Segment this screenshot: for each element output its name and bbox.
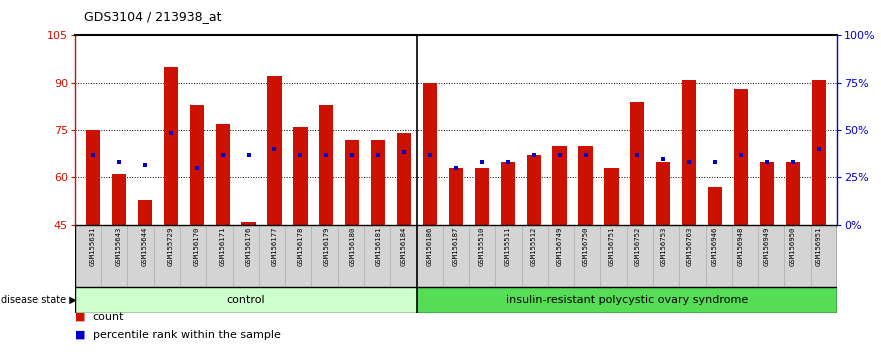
Text: GSM156946: GSM156946	[712, 227, 718, 266]
Text: GSM156752: GSM156752	[634, 227, 640, 266]
Text: GSM156176: GSM156176	[246, 227, 252, 266]
Bar	[552, 146, 566, 225]
Text: GSM156179: GSM156179	[323, 227, 329, 266]
Bar	[112, 174, 126, 225]
Text: GSM155512: GSM155512	[530, 227, 537, 266]
Bar	[216, 124, 230, 225]
Text: GSM156951: GSM156951	[816, 227, 822, 266]
Text: GDS3104 / 213938_at: GDS3104 / 213938_at	[84, 10, 221, 23]
Text: insulin-resistant polycystic ovary syndrome: insulin-resistant polycystic ovary syndr…	[506, 295, 748, 305]
Bar	[475, 168, 489, 225]
Bar	[86, 130, 100, 225]
Text: GSM156178: GSM156178	[298, 227, 303, 266]
Bar	[527, 155, 541, 225]
Bar	[708, 187, 722, 225]
Text: GSM156171: GSM156171	[219, 227, 226, 266]
Bar	[811, 80, 825, 225]
Text: ■: ■	[75, 330, 85, 340]
Bar	[189, 105, 204, 225]
Text: GSM155511: GSM155511	[505, 227, 511, 266]
Text: count: count	[93, 312, 124, 322]
Bar	[319, 105, 333, 225]
Text: GSM156187: GSM156187	[453, 227, 459, 266]
Text: GSM156753: GSM156753	[660, 227, 666, 266]
Bar	[345, 139, 359, 225]
Bar	[786, 162, 800, 225]
Bar	[137, 200, 152, 225]
Bar	[448, 168, 463, 225]
Text: GSM156181: GSM156181	[375, 227, 381, 266]
Text: GSM155643: GSM155643	[116, 227, 122, 266]
Bar	[164, 67, 178, 225]
Bar	[500, 162, 515, 225]
Text: GSM156750: GSM156750	[582, 227, 589, 266]
Bar	[759, 162, 774, 225]
Bar	[267, 76, 282, 225]
Bar	[604, 168, 618, 225]
Text: disease state ▶: disease state ▶	[1, 295, 77, 305]
Text: GSM155729: GSM155729	[167, 227, 174, 266]
Text: GSM156170: GSM156170	[194, 227, 200, 266]
Bar	[579, 146, 593, 225]
Text: GSM156763: GSM156763	[686, 227, 692, 266]
Bar	[630, 102, 645, 225]
Text: GSM156749: GSM156749	[557, 227, 563, 266]
Bar	[682, 80, 696, 225]
Bar	[293, 127, 307, 225]
Text: GSM156948: GSM156948	[738, 227, 744, 266]
Text: percentile rank within the sample: percentile rank within the sample	[93, 330, 280, 340]
Bar	[397, 133, 411, 225]
Text: GSM156180: GSM156180	[349, 227, 355, 266]
Bar	[423, 83, 437, 225]
Text: GSM155510: GSM155510	[479, 227, 485, 266]
Bar	[417, 287, 837, 313]
Text: GSM156751: GSM156751	[609, 227, 614, 266]
Text: GSM156184: GSM156184	[401, 227, 407, 266]
Text: GSM156949: GSM156949	[764, 227, 770, 266]
Text: GSM155631: GSM155631	[90, 227, 96, 266]
Text: GSM156186: GSM156186	[427, 227, 433, 266]
Bar	[241, 222, 255, 225]
Text: GSM155644: GSM155644	[142, 227, 148, 266]
Bar	[656, 162, 670, 225]
Bar	[371, 139, 385, 225]
Text: GSM156950: GSM156950	[790, 227, 796, 266]
Bar	[734, 89, 748, 225]
Bar	[75, 287, 417, 313]
Text: GSM156177: GSM156177	[271, 227, 278, 266]
Text: ■: ■	[75, 312, 85, 322]
Text: control: control	[226, 295, 265, 305]
